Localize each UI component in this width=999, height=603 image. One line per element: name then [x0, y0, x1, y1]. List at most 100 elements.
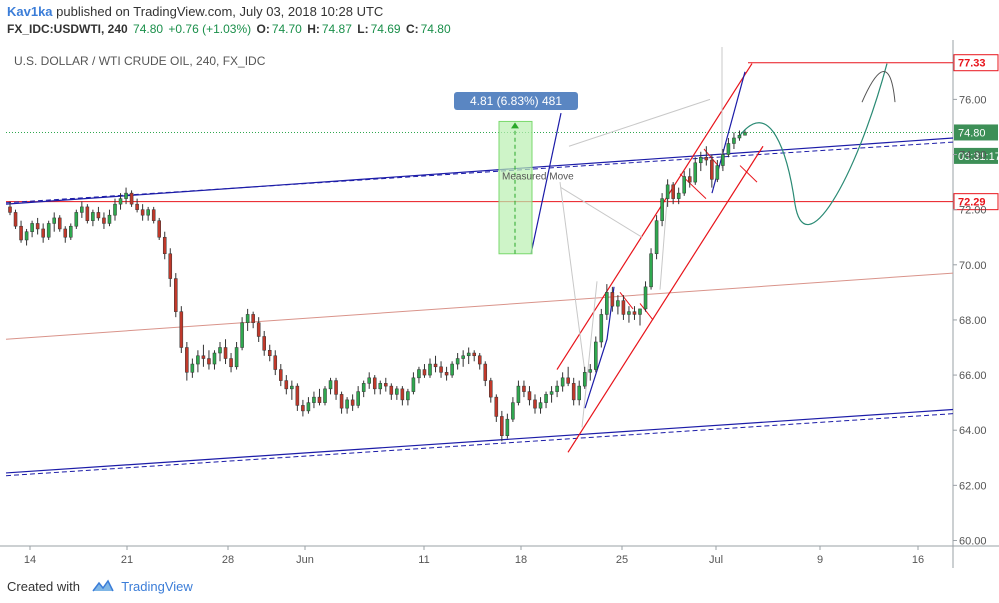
candle-body — [140, 209, 145, 216]
upper-trendline — [5, 137, 954, 205]
candle-body — [676, 192, 681, 199]
candle-body — [555, 385, 559, 392]
candle-body — [699, 157, 703, 164]
candle-body — [201, 355, 206, 359]
candle-body — [124, 192, 128, 199]
candle-body — [157, 220, 161, 238]
candle-body — [46, 223, 51, 238]
created-with-label: Created with — [7, 579, 80, 594]
candle-body — [433, 363, 438, 368]
candle-body — [80, 206, 84, 213]
candle-body — [704, 157, 709, 161]
candle-body — [372, 377, 377, 390]
candle-body — [737, 134, 742, 139]
candle-body — [212, 352, 217, 365]
overlay: 77.33 74.80 03:31:17 72.29 — [953, 54, 999, 211]
candle-body — [146, 209, 150, 216]
candle-body — [455, 358, 460, 365]
candle-body — [599, 314, 604, 343]
candle-body — [240, 322, 244, 348]
price-label-box — [954, 124, 998, 141]
candle-body — [605, 292, 609, 315]
candle-body — [588, 369, 593, 373]
candle-body — [102, 217, 106, 224]
candle-body — [135, 203, 139, 210]
grid — [0, 40, 999, 568]
open-value: 74.70 — [271, 22, 302, 36]
candle-body — [511, 402, 515, 420]
candle-body — [323, 388, 327, 403]
candle-body — [273, 355, 278, 370]
candle-body — [345, 399, 349, 409]
chart-title: U.S. DOLLAR / WTI CRUDE OIL, 240, FX_IDC — [14, 54, 266, 68]
candle-body — [367, 377, 371, 384]
projection-arrow — [559, 182, 587, 381]
candle-body — [687, 176, 692, 183]
candle-body — [174, 278, 178, 312]
channel-marker — [639, 303, 654, 321]
candle-body — [295, 385, 300, 406]
candle-body — [560, 377, 565, 387]
projection-arrow — [568, 98, 711, 147]
candle-body — [301, 405, 305, 412]
candle-body — [317, 396, 322, 403]
low-value: 74.69 — [370, 22, 401, 36]
candle-body — [428, 363, 432, 376]
candle-body — [13, 212, 18, 227]
symbol-line: FX_IDC:USDWTI, 240 74.80 +0.76 (+1.03%) … — [7, 22, 453, 36]
candle-body — [505, 418, 510, 436]
candle-body — [96, 212, 101, 219]
candle-body — [610, 292, 615, 307]
close-value: 74.80 — [420, 22, 451, 36]
candle-body — [85, 206, 90, 221]
annotation-text: Measured Move — [502, 171, 574, 182]
created-with: Created with TradingView — [7, 579, 193, 596]
last-price: 74.80 — [133, 22, 164, 36]
projection-curve-end — [861, 71, 896, 103]
candle-body — [638, 308, 642, 315]
candle-body — [466, 352, 471, 357]
candle-body — [621, 300, 626, 315]
candle-body — [361, 383, 366, 392]
candle-body — [450, 363, 454, 376]
candle-body — [549, 391, 554, 395]
price-axis[interactable]: 60.00 62.00 64.00 66.00 68.00 70.00 72.00 74.00… — [953, 94, 987, 547]
measure-arrow-head — [511, 122, 519, 129]
candle-body — [185, 347, 189, 373]
drawings[interactable]: 4.81 (6.83%) 481 Measured Move — [5, 47, 954, 477]
author-name[interactable]: Kav1ka — [7, 4, 53, 19]
candle-body — [35, 223, 40, 230]
price-change: +0.76 (+1.03%) — [168, 22, 252, 36]
candle-body — [582, 372, 587, 387]
y-tick-label: 66.00 — [959, 370, 987, 382]
symbol-name[interactable]: FX_IDC:USDWTI, 240 — [7, 22, 128, 36]
price-chart[interactable]: U.S. DOLLAR / WTI CRUDE OIL, 240, FX_IDC… — [0, 40, 999, 575]
mid-trendline — [5, 272, 954, 340]
candle-body — [406, 391, 410, 401]
time-axis[interactable]: 14 21 28 Jun 11 18 25 Jul 9 16 — [24, 546, 924, 566]
tradingview-logo-icon[interactable] — [92, 579, 114, 596]
candle-body — [290, 385, 294, 390]
candle-body — [516, 385, 521, 403]
publish-info: published on TradingView.com, July 03, 2… — [56, 4, 384, 19]
candle-body — [339, 394, 344, 409]
candle-body — [743, 132, 747, 136]
candle-body — [577, 385, 581, 401]
candle-body — [483, 363, 488, 381]
candle-body — [279, 369, 283, 381]
candle-body — [682, 176, 686, 194]
candle-body — [234, 347, 239, 368]
candle-body — [527, 391, 532, 401]
price-label-timer: 03:31:17 — [958, 151, 999, 163]
candle-body — [245, 314, 250, 323]
candle-body — [389, 385, 394, 395]
candle-body — [223, 347, 228, 359]
price-label-box — [954, 147, 998, 164]
open-label: O: — [256, 22, 270, 36]
projection-arrow — [560, 187, 643, 238]
candle-body — [533, 399, 537, 409]
price-label-last: 74.80 — [958, 127, 986, 139]
chart-area[interactable]: U.S. DOLLAR / WTI CRUDE OIL, 240, FX_IDC… — [0, 40, 999, 575]
tradingview-brand[interactable]: TradingView — [121, 579, 193, 594]
candle-body — [196, 355, 200, 365]
